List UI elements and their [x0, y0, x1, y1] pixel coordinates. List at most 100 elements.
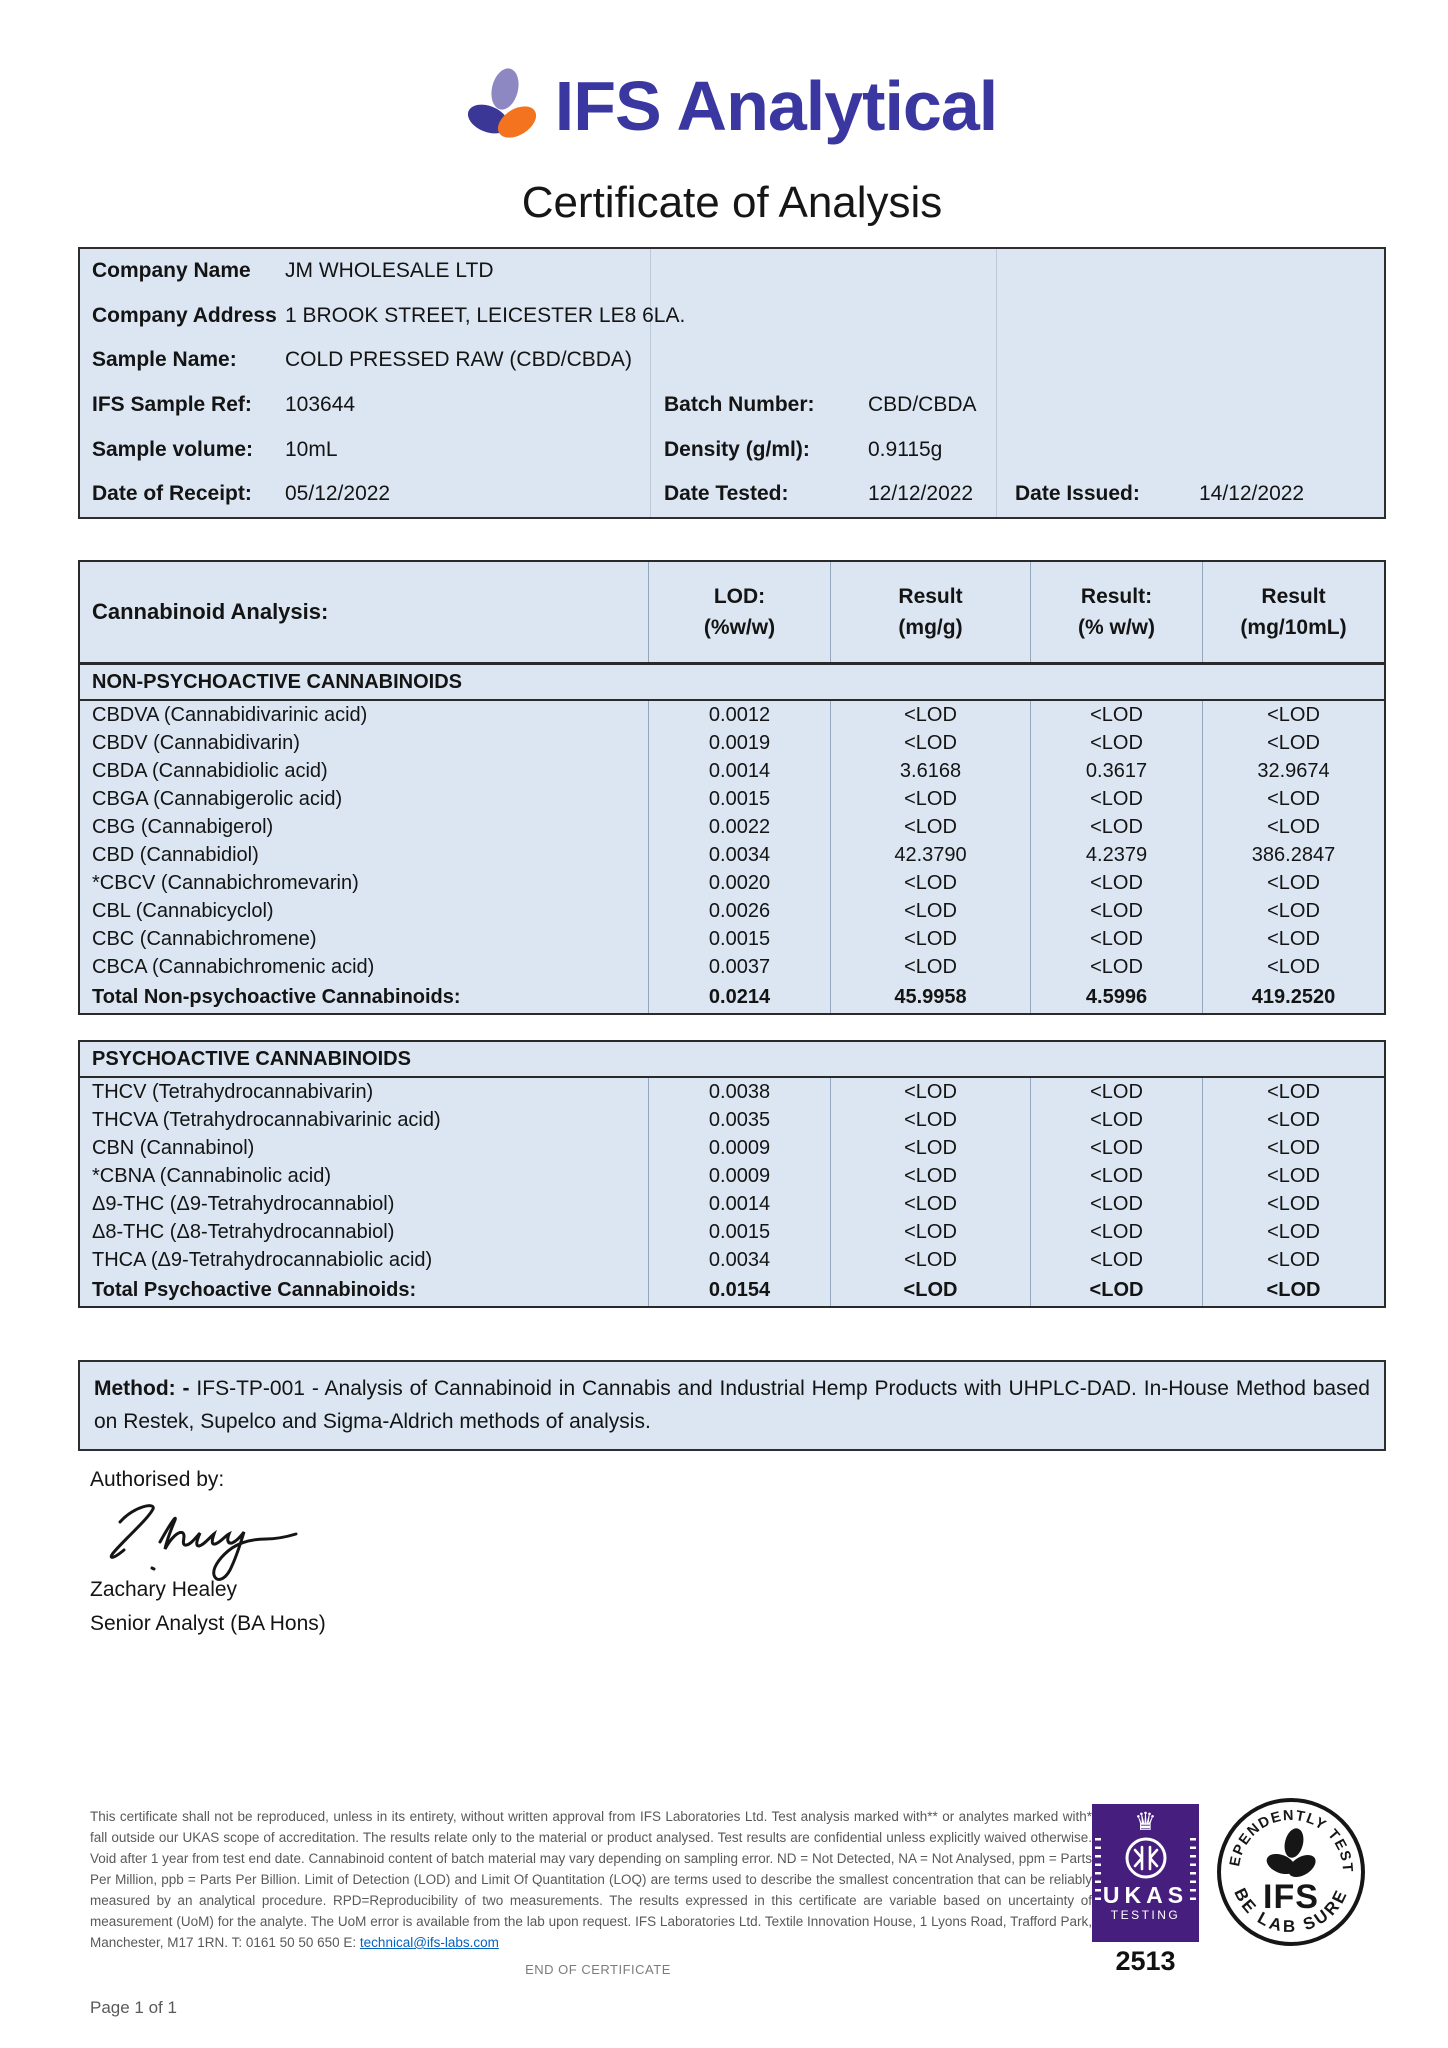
analyte-value: <LOD [1030, 729, 1202, 757]
authorised-by-label: Authorised by: [90, 1468, 225, 1491]
analyte-name: THCVA (Tetrahydrocannabivarinic acid) [92, 1108, 441, 1131]
method-text: IFS-TP-001 - Analysis of Cannabinoid in … [94, 1377, 1370, 1433]
analyte-value: <LOD [1030, 813, 1202, 841]
ifs-sample-ref-value: 103644 [285, 393, 356, 417]
analyte-value: <LOD [1030, 1134, 1202, 1162]
signature-image [109, 1504, 298, 1581]
column-divider [650, 249, 651, 517]
analyte-value: <LOD [1202, 1246, 1384, 1274]
section-header-non-psychoactive: NON-PSYCHOACTIVE CANNABINOIDS [80, 665, 1384, 701]
analyte-value: 4.5996 [1030, 981, 1202, 1013]
info-row: Company Name JM WHOLESALE LTD [80, 249, 1384, 294]
analyte-value: <LOD [1202, 1190, 1384, 1218]
ukas-emblem-icon [1092, 1835, 1199, 1883]
analyte-value: <LOD [1202, 1162, 1384, 1190]
col-header-line: (mg/10mL) [1240, 616, 1347, 639]
company-address-label: Company Address [92, 303, 277, 327]
analyte-value: <LOD [1030, 925, 1202, 953]
info-row: IFS Sample Ref: 103644 Batch Number: CBD… [80, 383, 1384, 428]
analyte-value: <LOD [1030, 953, 1202, 981]
ukas-ticks-right [1190, 1838, 1196, 1900]
date-receipt-value: 05/12/2022 [285, 482, 391, 506]
analyte-value: <LOD [830, 1274, 1030, 1306]
analyte-name: CBDA (Cannabidiolic acid) [92, 759, 328, 782]
analyte-value: <LOD [1030, 785, 1202, 813]
batch-number-value: CBD/CBDA [868, 393, 977, 417]
analyte-value: <LOD [1030, 1190, 1202, 1218]
stamp-trefoil-icon [1266, 1828, 1316, 1878]
analyte-name: *CBCV (Cannabichromevarin) [92, 871, 359, 894]
method-label: Method: - [94, 1377, 190, 1400]
date-tested-label: Date Tested: [664, 482, 789, 506]
analyst-name: Zachary Healey [90, 1578, 238, 1601]
analyte-name: Total Psychoactive Cannabinoids: [92, 1278, 417, 1301]
analyte-value: <LOD [1202, 1134, 1384, 1162]
analyte-value: 386.2847 [1202, 841, 1384, 869]
col-header-mg-10ml: Result (mg/10mL) [1202, 562, 1384, 662]
analyte-value: <LOD [1202, 813, 1384, 841]
date-receipt-label: Date of Receipt: [92, 482, 252, 506]
analyte-value: <LOD [1202, 785, 1384, 813]
section-header-psychoactive: PSYCHOACTIVE CANNABINOIDS [80, 1042, 1384, 1078]
email-link[interactable]: technical@ifs-labs.com [359, 1935, 499, 1950]
analyte-value: <LOD [1030, 1218, 1202, 1246]
analyte-value: 0.0214 [648, 981, 830, 1013]
analyte-value: <LOD [1202, 897, 1384, 925]
column-divider [996, 249, 997, 517]
analyte-value: 0.0020 [648, 869, 830, 897]
analyte-value: <LOD [1202, 1078, 1384, 1106]
analyte-name: THCV (Tetrahydrocannabivarin) [92, 1080, 374, 1103]
table-row: CBC (Cannabichromene) 0.0015 <LOD <LOD <LOD [80, 925, 1384, 953]
analyte-value: 0.0014 [648, 1190, 830, 1218]
info-row: Company Address 1 BROOK STREET, LEICESTE… [80, 294, 1384, 339]
table-body: THCV (Tetrahydrocannabivarin) 0.0038 <LOD <… [80, 1078, 1384, 1306]
date-issued-value: 14/12/2022 [1199, 482, 1305, 506]
analyte-value: 32.9674 [1202, 757, 1384, 785]
analyte-value: 0.0015 [648, 785, 830, 813]
batch-number-label: Batch Number: [664, 393, 815, 417]
brand-name: IFS Analytical [554, 67, 998, 145]
col-header-mg-g: Result (mg/g) [830, 562, 1030, 662]
table-row: CBN (Cannabinol) 0.0009 <LOD <LOD <LOD [80, 1134, 1384, 1162]
analyte-name: CBN (Cannabinol) [92, 1136, 255, 1159]
col-header-lod: LOD: (%w/w) [648, 562, 830, 662]
col-header-line: LOD: [713, 584, 766, 608]
analyte-value: <LOD [830, 701, 1030, 729]
table-row: CBD (Cannabidiol) 0.0034 42.3790 4.2379 386.… [80, 841, 1384, 869]
analyte-value: 0.0035 [648, 1106, 830, 1134]
analyte-name: CBCA (Cannabichromenic acid) [92, 955, 375, 978]
ifs-sample-ref-label: IFS Sample Ref: [92, 393, 252, 417]
table-row: CBDVA (Cannabidivarinic acid) 0.0012 <LOD <… [80, 701, 1384, 729]
analyte-value: 0.0009 [648, 1134, 830, 1162]
analyte-value: <LOD [1202, 729, 1384, 757]
analyte-value: 4.2379 [1030, 841, 1202, 869]
ukas-accreditation-number: 2513 [1115, 1946, 1176, 1976]
table-row: CBL (Cannabicyclol) 0.0026 <LOD <LOD <LOD [80, 897, 1384, 925]
analyte-value: <LOD [830, 1134, 1030, 1162]
table-row: THCV (Tetrahydrocannabivarin) 0.0038 <LOD <… [80, 1078, 1384, 1106]
table-row: Δ8-THC (Δ8-Tetrahydrocannabiol) 0.0015 <LO… [80, 1218, 1384, 1246]
col-header-line: Result [1261, 584, 1326, 608]
table-row: CBGA (Cannabigerolic acid) 0.0015 <LOD <LOD… [80, 785, 1384, 813]
analyte-value: <LOD [830, 1162, 1030, 1190]
analyte-value: <LOD [1030, 1078, 1202, 1106]
table-row: THCA (Δ9-Tetrahydrocannabiolic acid) 0.00… [80, 1246, 1384, 1274]
table-row: THCVA (Tetrahydrocannabivarinic acid) 0.0… [80, 1106, 1384, 1134]
ifs-stamp: INDEPENDENTLY TESTED BE LAB SURE IFS [1215, 1796, 1365, 1946]
analyte-value: 0.0026 [648, 897, 830, 925]
analyte-value: <LOD [830, 897, 1030, 925]
disclaimer-body: This certificate shall not be reproduced… [90, 1809, 1092, 1950]
date-tested-value: 12/12/2022 [868, 482, 974, 506]
psychoactive-table: PSYCHOACTIVE CANNABINOIDS THCV (Tetrahyd… [78, 1040, 1386, 1308]
ukas-logo: ♛ UKAS TESTING [1092, 1804, 1199, 1942]
analyte-value: 0.0014 [648, 757, 830, 785]
analyte-name: CBDVA (Cannabidivarinic acid) [92, 703, 368, 726]
sample-name-value: COLD PRESSED RAW (CBD/CBDA) [285, 348, 632, 372]
col-header-line: Result [898, 584, 963, 608]
col-header-line: (% w/w) [1078, 616, 1155, 639]
col-header-line: (%w/w) [703, 616, 776, 639]
table-header-row: Cannabinoid Analysis: LOD: (%w/w) Result… [80, 562, 1384, 665]
analyte-value: 0.0037 [648, 953, 830, 981]
company-address-value: 1 BROOK STREET, LEICESTER LE8 6LA. [285, 303, 686, 327]
analyte-value: 0.0015 [648, 925, 830, 953]
